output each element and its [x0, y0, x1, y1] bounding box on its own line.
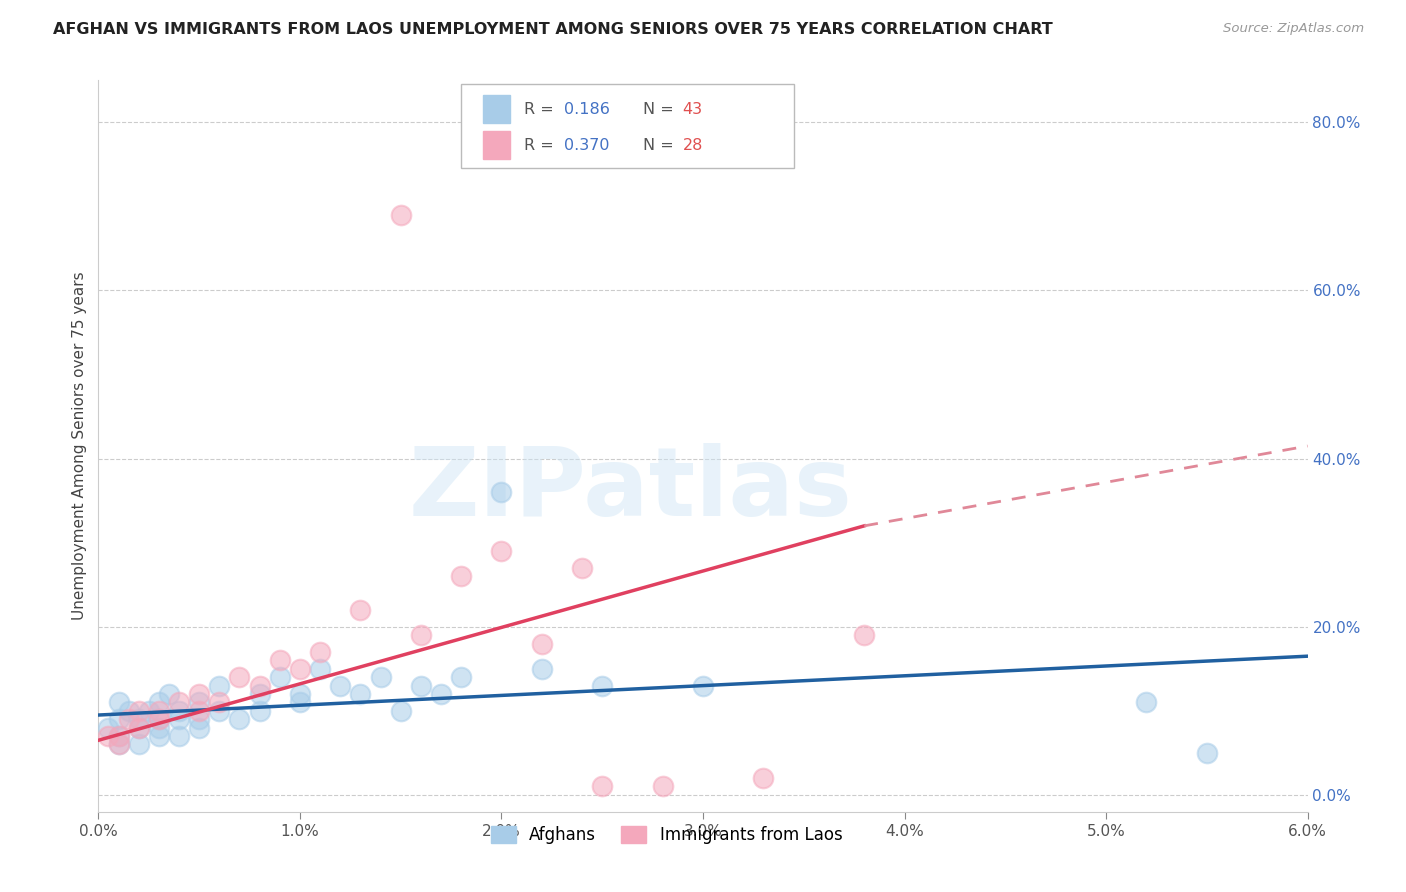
Point	[188, 695, 211, 709]
Text: N =: N =	[643, 137, 679, 153]
Point	[491, 544, 513, 558]
Point	[651, 780, 673, 794]
Point	[107, 738, 129, 752]
Point	[188, 721, 211, 735]
Point	[188, 704, 211, 718]
Point	[591, 780, 613, 794]
Point	[530, 636, 553, 650]
Text: ZIPatlas: ZIPatlas	[409, 443, 852, 536]
Point	[138, 704, 160, 718]
Text: 0.370: 0.370	[564, 137, 609, 153]
Point	[107, 695, 129, 709]
Point	[167, 712, 190, 726]
Point	[349, 603, 371, 617]
FancyBboxPatch shape	[461, 84, 793, 168]
Point	[269, 653, 291, 667]
Point	[167, 704, 190, 718]
Point	[97, 721, 120, 735]
Point	[450, 670, 472, 684]
Point	[288, 695, 311, 709]
Point	[853, 628, 876, 642]
FancyBboxPatch shape	[482, 95, 509, 123]
Point	[430, 687, 453, 701]
Point	[167, 695, 190, 709]
Point	[249, 687, 271, 701]
Point	[409, 679, 432, 693]
Point	[288, 687, 311, 701]
Point	[128, 738, 150, 752]
Point	[450, 569, 472, 583]
Point	[148, 704, 170, 718]
Point	[188, 687, 211, 701]
Point	[128, 721, 150, 735]
Point	[752, 771, 775, 785]
Point	[530, 662, 553, 676]
Point	[208, 679, 231, 693]
Point	[148, 712, 170, 726]
Point	[148, 712, 170, 726]
Point	[249, 704, 271, 718]
Point	[128, 704, 150, 718]
Point	[107, 729, 129, 743]
Point	[157, 687, 180, 701]
Point	[309, 645, 332, 659]
Point	[107, 738, 129, 752]
Point	[571, 561, 593, 575]
Legend: Afghans, Immigrants from Laos: Afghans, Immigrants from Laos	[484, 820, 849, 851]
Point	[349, 687, 371, 701]
Point	[107, 712, 129, 726]
Point	[389, 704, 412, 718]
Point	[228, 670, 250, 684]
Point	[128, 712, 150, 726]
Point	[409, 628, 432, 642]
Text: 43: 43	[682, 102, 703, 117]
Point	[1135, 695, 1157, 709]
Text: 0.186: 0.186	[564, 102, 610, 117]
Point	[591, 679, 613, 693]
Point	[148, 695, 170, 709]
Point	[188, 712, 211, 726]
Point	[208, 695, 231, 709]
Point	[118, 712, 141, 726]
Text: R =: R =	[524, 137, 560, 153]
Text: Source: ZipAtlas.com: Source: ZipAtlas.com	[1223, 22, 1364, 36]
Point	[97, 729, 120, 743]
Point	[118, 704, 141, 718]
Point	[128, 721, 150, 735]
Point	[692, 679, 714, 693]
Point	[309, 662, 332, 676]
Point	[288, 662, 311, 676]
Point	[249, 679, 271, 693]
Point	[228, 712, 250, 726]
Point	[167, 729, 190, 743]
Point	[389, 208, 412, 222]
Point	[208, 704, 231, 718]
Y-axis label: Unemployment Among Seniors over 75 years: Unemployment Among Seniors over 75 years	[72, 272, 87, 620]
Text: 28: 28	[682, 137, 703, 153]
Point	[107, 729, 129, 743]
Point	[370, 670, 392, 684]
FancyBboxPatch shape	[482, 131, 509, 159]
Point	[1195, 746, 1218, 760]
Text: AFGHAN VS IMMIGRANTS FROM LAOS UNEMPLOYMENT AMONG SENIORS OVER 75 YEARS CORRELAT: AFGHAN VS IMMIGRANTS FROM LAOS UNEMPLOYM…	[53, 22, 1053, 37]
Point	[148, 729, 170, 743]
Point	[148, 721, 170, 735]
Text: N =: N =	[643, 102, 679, 117]
Point	[269, 670, 291, 684]
Text: R =: R =	[524, 102, 560, 117]
Point	[329, 679, 352, 693]
Point	[491, 485, 513, 500]
